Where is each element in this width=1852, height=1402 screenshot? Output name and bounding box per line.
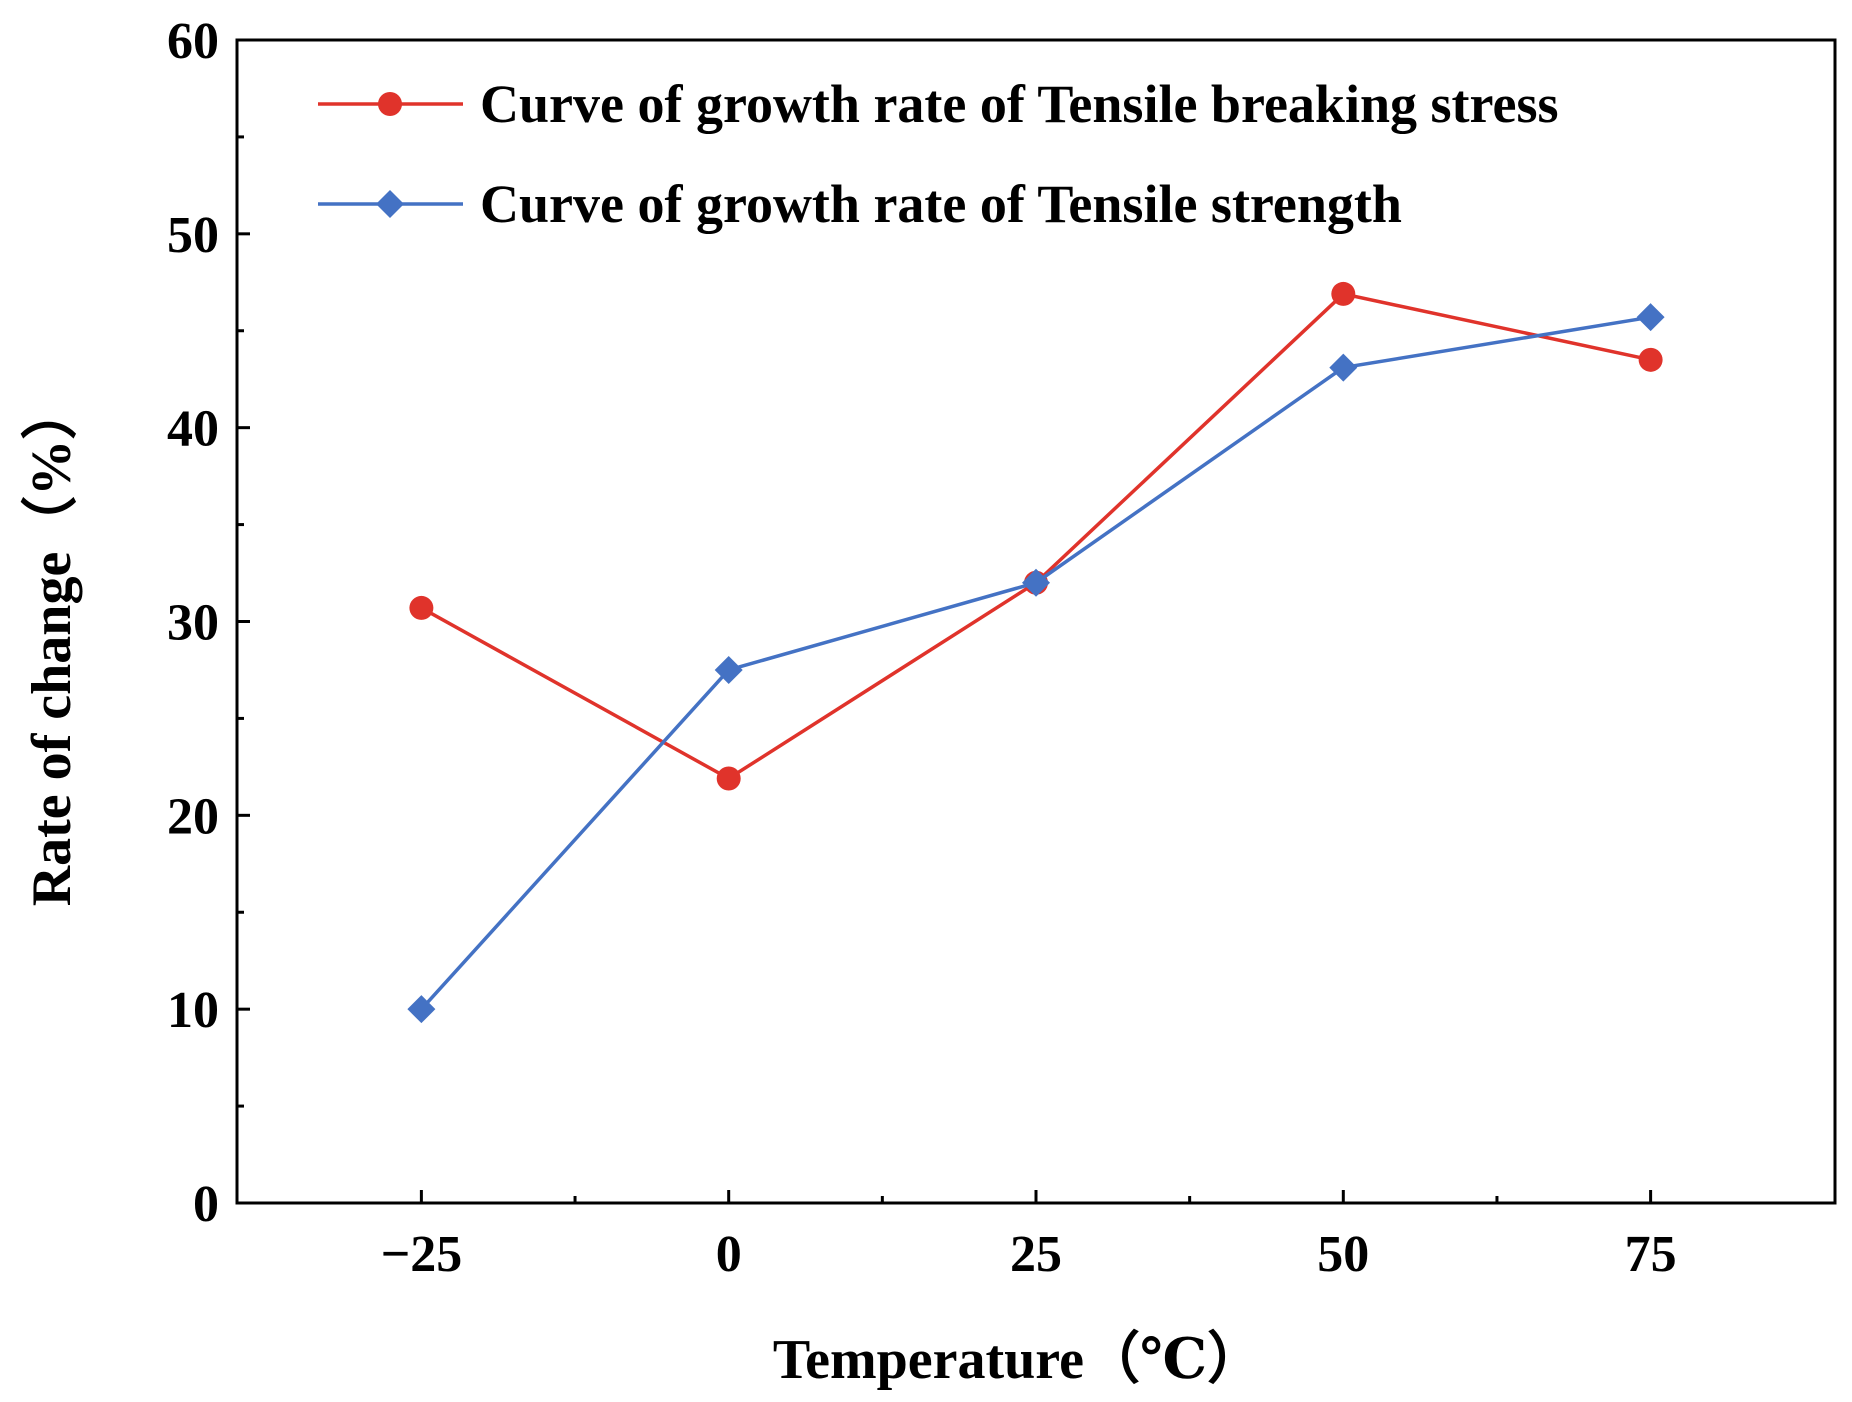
x-tick-label: 75 xyxy=(1625,1226,1677,1283)
data-point-tensile-strength xyxy=(1329,353,1358,382)
legend-marker-tensile-strength xyxy=(376,190,404,218)
data-point-tensile-strength xyxy=(1636,303,1665,332)
y-tick-label: 60 xyxy=(167,13,219,70)
y-tick-label: 0 xyxy=(193,1176,219,1233)
data-point-tensile-strength xyxy=(1022,568,1050,597)
data-point-breaking-stress xyxy=(716,766,741,791)
legend-marker-breaking-stress xyxy=(378,92,402,116)
y-tick-label: 50 xyxy=(167,207,219,264)
y-axis-title: Rate of change（%） xyxy=(20,384,83,907)
y-tick-label: 40 xyxy=(167,401,219,458)
legend-label-breaking-stress: Curve of growth rate of Tensile breaking… xyxy=(480,74,1558,134)
data-point-breaking-stress xyxy=(409,595,434,620)
data-point-breaking-stress xyxy=(1638,347,1663,372)
data-point-breaking-stress xyxy=(1331,281,1356,306)
x-tick-label: 50 xyxy=(1317,1226,1369,1283)
series-line-tensile-strength xyxy=(420,315,1651,1011)
x-tick-label: 0 xyxy=(716,1226,742,1283)
x-axis-title: Temperature（℃） xyxy=(773,1328,1263,1391)
x-tick-label: −25 xyxy=(381,1226,463,1283)
legend-label-tensile-strength: Curve of growth rate of Tensile strength xyxy=(480,174,1402,234)
series-line-breaking-stress xyxy=(420,292,1651,781)
data-point-tensile-strength xyxy=(714,655,743,684)
y-tick-label: 30 xyxy=(167,595,219,652)
y-tick-label: 10 xyxy=(167,982,219,1039)
data-point-tensile-strength xyxy=(407,995,436,1024)
x-tick-label: 25 xyxy=(1010,1226,1062,1283)
y-tick-label: 20 xyxy=(167,788,219,845)
